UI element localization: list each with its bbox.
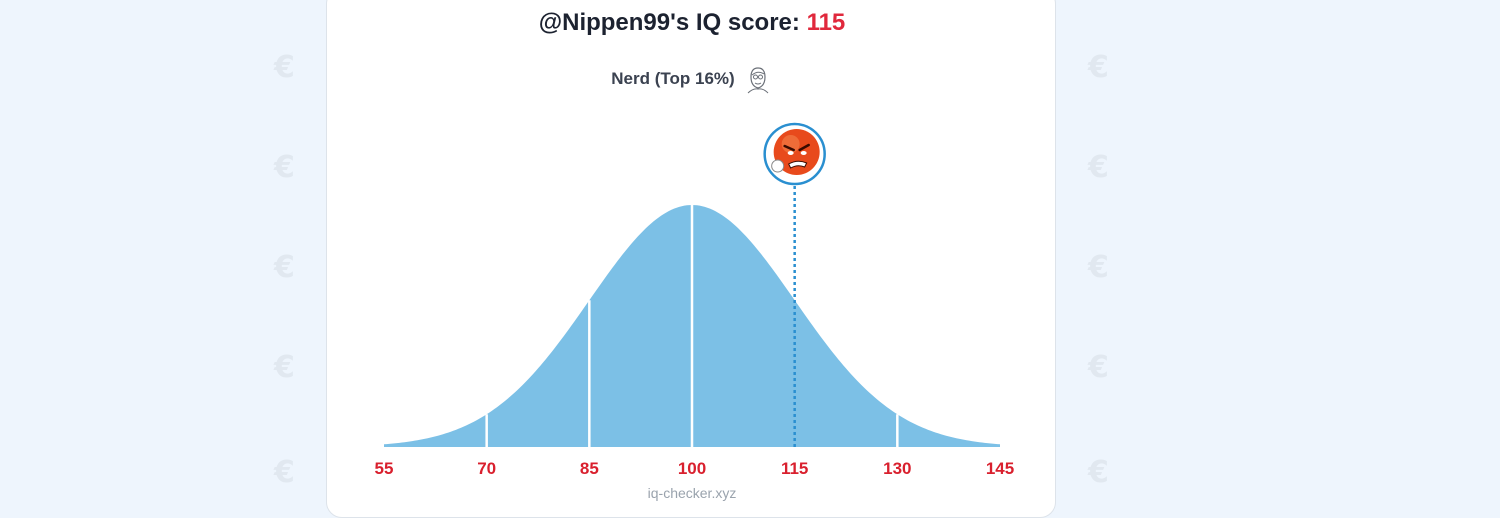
rank-label: Nerd (Top 16%) <box>611 69 735 88</box>
iq-score-value: 115 <box>806 9 846 36</box>
background-logo-icon: € <box>1088 455 1109 490</box>
site-footer: iq-checker.xyz <box>647 485 737 501</box>
x-tick-label: 145 <box>986 459 1014 478</box>
x-tick-label: 55 <box>375 459 394 478</box>
rank-subtitle: Nerd (Top 16%) <box>327 64 1057 94</box>
nerd-sketch-icon <box>747 67 769 94</box>
angry-face-avatar-icon <box>763 122 826 186</box>
background-logo-icon: € <box>274 150 295 185</box>
x-tick-label: 70 <box>477 459 496 478</box>
title-prefix: @Nippen99's IQ score: <box>538 9 807 36</box>
page-title: @Nippen99's IQ score: 115 <box>327 9 1057 37</box>
background-logo-icon: € <box>1088 250 1109 285</box>
x-tick-label: 85 <box>580 459 599 478</box>
background-logo-icon: € <box>274 50 295 85</box>
background-logo-icon: € <box>274 350 295 385</box>
background-logo-icon: € <box>274 250 295 285</box>
background-logo-icon: € <box>1088 150 1109 185</box>
iq-result-card: @Nippen99's IQ score: 115 Nerd (Top 16%)… <box>326 0 1056 518</box>
x-tick-label: 130 <box>883 459 911 478</box>
x-tick-label: 115 <box>781 459 808 478</box>
background-logo-icon: € <box>1088 50 1109 85</box>
background-logo-icon: € <box>1088 350 1109 385</box>
background-logo-icon: € <box>274 455 295 490</box>
x-tick-label: 100 <box>678 459 706 478</box>
iq-distribution-chart: 55 70 85 100 115 130 145 <box>375 122 1014 478</box>
